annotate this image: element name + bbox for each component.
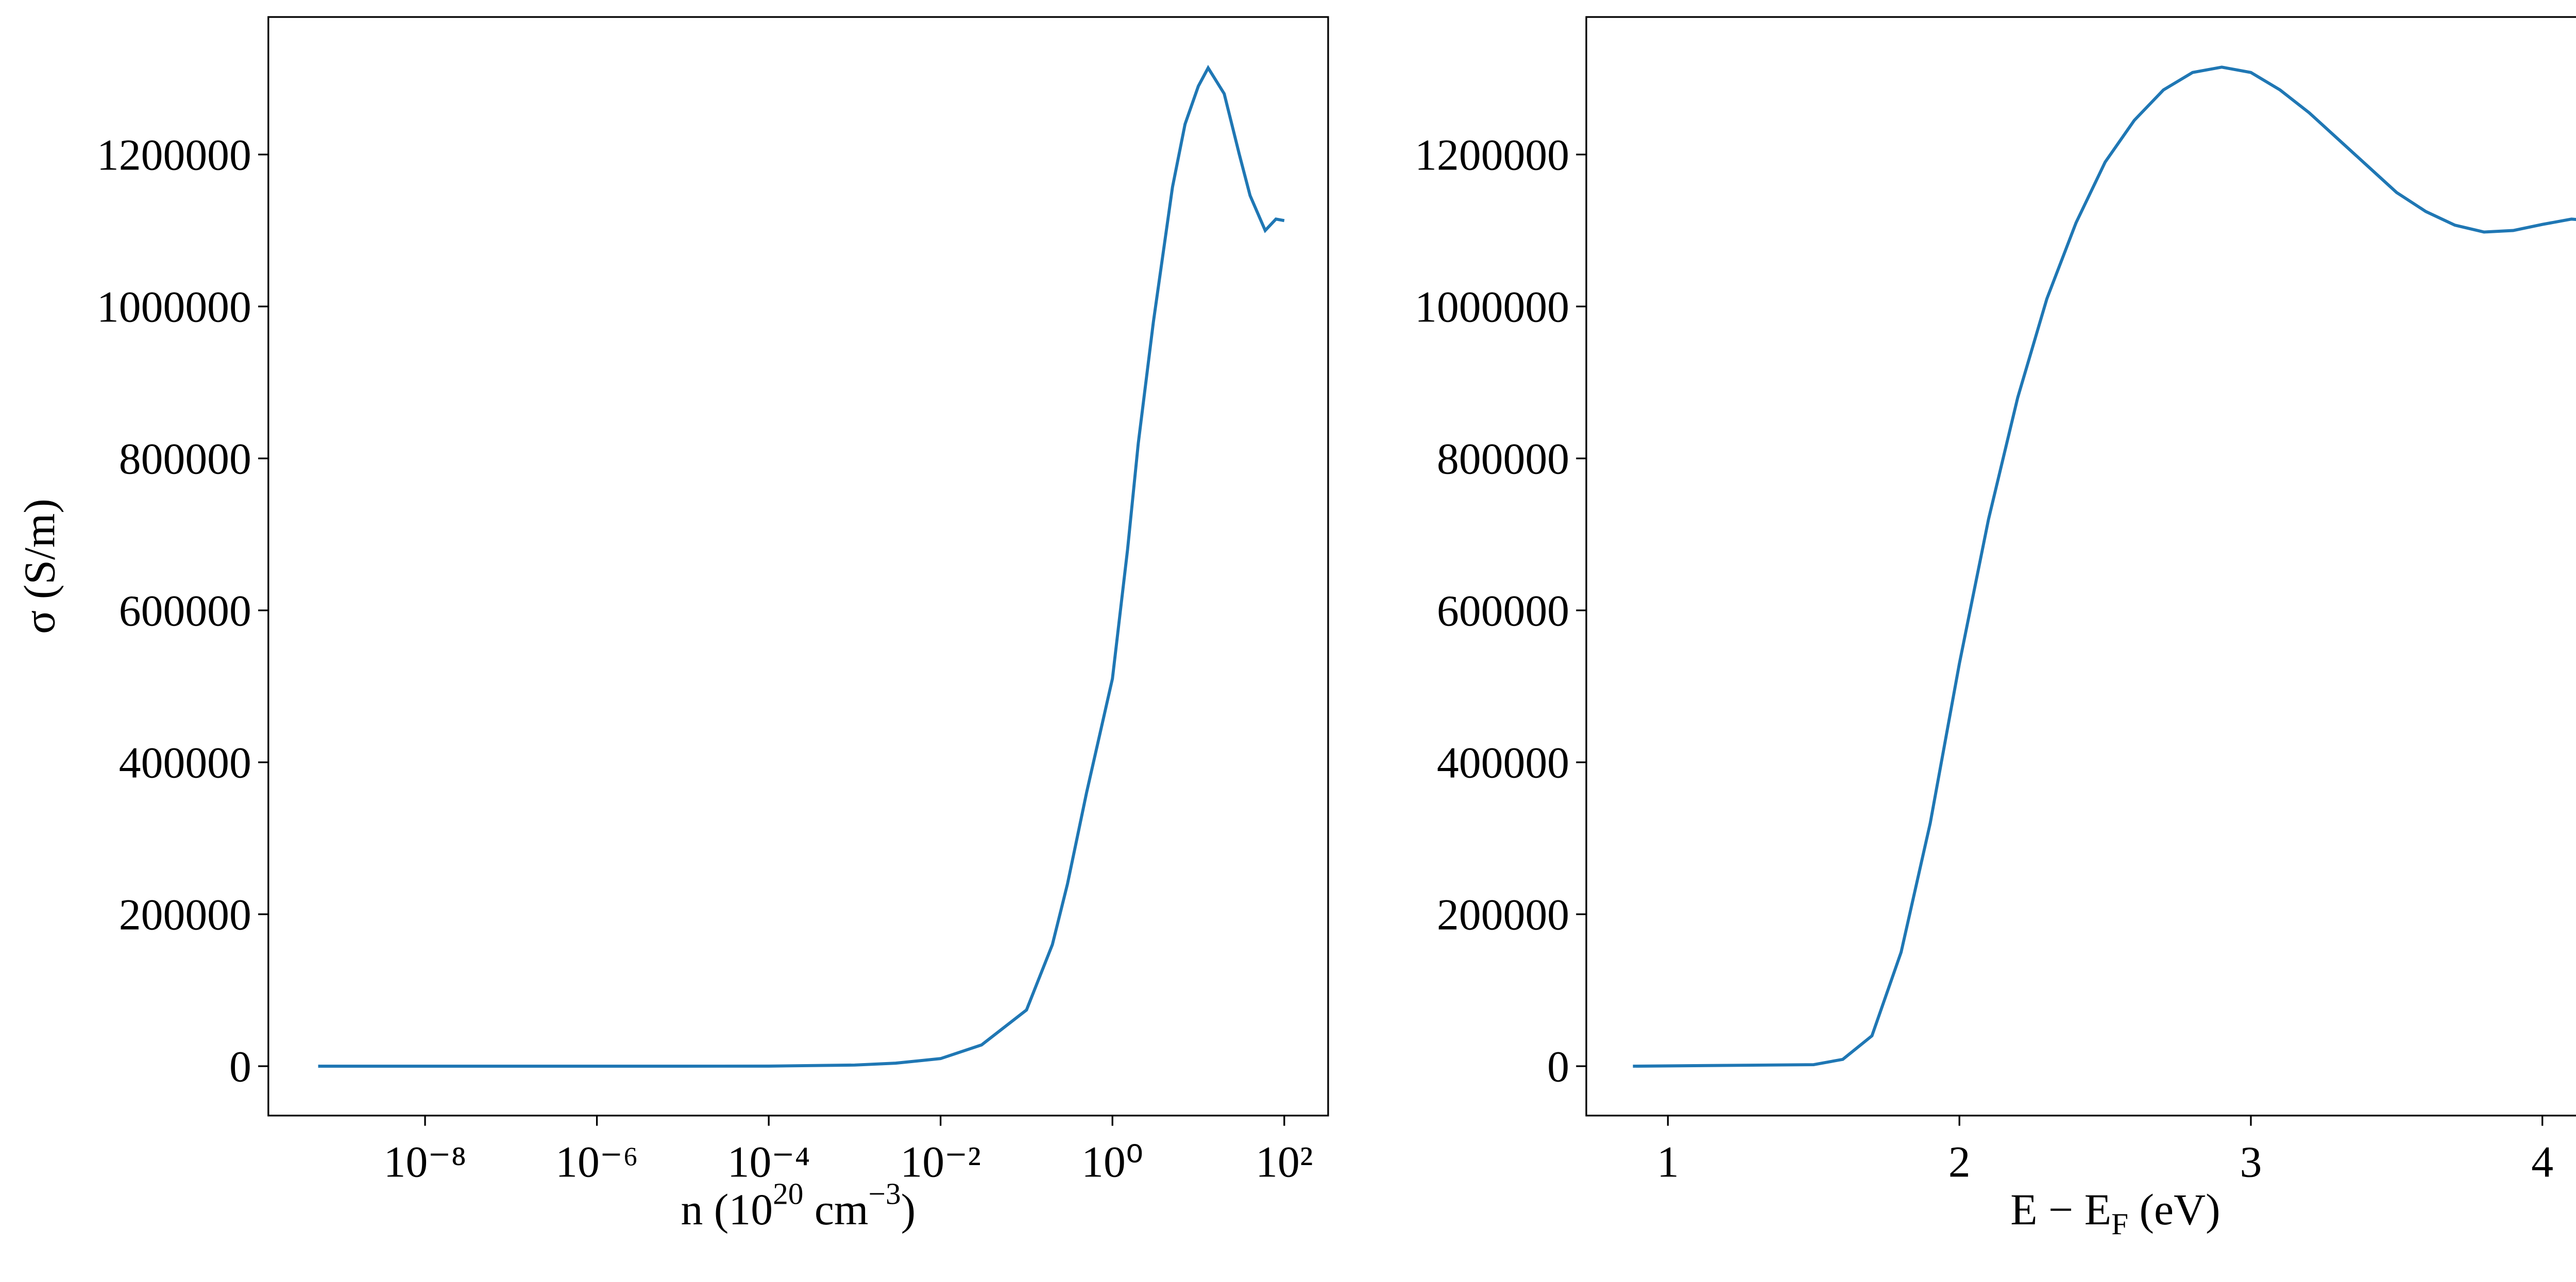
- x-tick-label: 10²: [1256, 1138, 1313, 1187]
- line-series: [318, 64, 1285, 1068]
- y-tick-label: 200000: [119, 891, 251, 939]
- x-tick-label: 4: [2531, 1138, 2553, 1187]
- x-axis-label-part: ): [901, 1185, 916, 1234]
- x-tick-label: 1: [1657, 1138, 1679, 1187]
- y-tick-label: 200000: [1437, 891, 1569, 939]
- y-tick-label: 600000: [119, 587, 251, 636]
- x-tick-label: 3: [2240, 1138, 2262, 1187]
- line-series: [1633, 65, 2576, 1068]
- y-tick-label: 1200000: [97, 131, 251, 180]
- plot-frame: [1585, 16, 2576, 1117]
- x-tick-label: 10⁻⁸: [384, 1138, 467, 1187]
- x-axis-label: n (1020 cm−3): [681, 1176, 916, 1234]
- x-axis-label-part: n (10: [681, 1185, 773, 1234]
- x-axis-label-part: F: [2111, 1207, 2128, 1241]
- x-axis-label-part: (eV): [2128, 1185, 2220, 1234]
- x-tick-label: 10⁻²: [900, 1138, 981, 1187]
- x-tick-label: 10⁻⁶: [555, 1138, 638, 1187]
- y-tick-label: 800000: [1437, 435, 1569, 484]
- x-axis-label-part: 20: [773, 1176, 803, 1210]
- x-tick-label: 2: [1948, 1138, 1971, 1187]
- x-axis-label-part: −3: [869, 1176, 901, 1210]
- y-tick-label: 1200000: [1415, 131, 1569, 180]
- subplot: 0 200000 400000 600000 800000 1000000 1200000 1…: [15, 16, 1329, 1234]
- x-tick-label: 10⁰: [1081, 1138, 1143, 1187]
- y-tick-label: 1000000: [1415, 283, 1569, 332]
- x-axis-label-part: cm: [803, 1185, 868, 1234]
- x-tick-label: 10⁻⁴: [727, 1138, 810, 1187]
- y-tick-label: 400000: [1437, 739, 1569, 788]
- subplot: 0 200000 400000 600000 800000 1000000 1200000 1…: [1415, 16, 2576, 1241]
- plot-frame: [267, 16, 1329, 1117]
- y-tick-label: 0: [1547, 1042, 1569, 1091]
- y-tick-label: 800000: [119, 435, 251, 484]
- y-tick-label: 400000: [119, 739, 251, 788]
- y-tick-label: 600000: [1437, 587, 1569, 636]
- y-tick-label: 0: [229, 1042, 251, 1091]
- y-tick-label: 1000000: [97, 283, 251, 332]
- x-axis-label: E − EF (eV): [2010, 1185, 2220, 1241]
- x-axis-label-part: E − E: [2010, 1185, 2111, 1234]
- y-axis-label: σ (S/m): [15, 499, 64, 634]
